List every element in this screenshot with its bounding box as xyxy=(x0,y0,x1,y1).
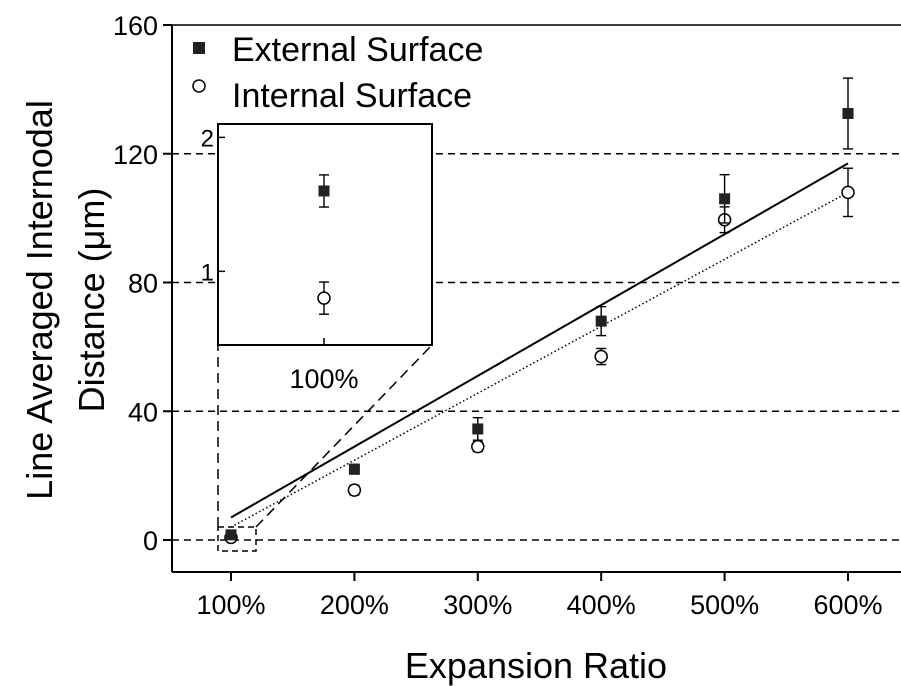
x-tick-label-100: 100% xyxy=(196,590,265,620)
y-axis-title-line1: Line Averaged Internodal xyxy=(19,100,60,500)
inset-frame xyxy=(217,123,433,346)
y-tick-label-40: 40 xyxy=(128,397,158,427)
legend-internal-label: Internal Surface xyxy=(232,77,472,115)
external-point-400 xyxy=(595,315,607,327)
inset-x-tick-label: 100% xyxy=(289,364,358,394)
fit-line-external xyxy=(230,162,849,519)
external-point-100 xyxy=(225,529,237,541)
external-point-300 xyxy=(472,423,484,435)
axes: 0 40 80 120 160 100% 200% 300% 400% 500% 600% xyxy=(113,11,901,620)
data-points xyxy=(224,77,855,545)
y-tick-label-120: 120 xyxy=(113,140,158,170)
x-tick-label-400: 400% xyxy=(567,590,636,620)
x-tick-label-600: 600% xyxy=(813,590,882,620)
fit-lines xyxy=(230,162,849,528)
internal-point-200 xyxy=(347,483,362,497)
x-tick-label-500: 500% xyxy=(690,590,759,620)
zoom-box xyxy=(217,526,257,552)
legend-external-marker xyxy=(193,42,205,54)
internal-point-300 xyxy=(471,439,485,454)
inset-connector-lines xyxy=(217,344,433,552)
internal-point-600 xyxy=(841,185,855,200)
internal-point-400 xyxy=(594,349,608,364)
legend-external-label: External Surface xyxy=(232,31,483,69)
inset-y-tick-label-1: 1 xyxy=(201,259,214,286)
y-tick-label-80: 80 xyxy=(128,269,158,299)
external-point-200 xyxy=(348,463,360,475)
y-tick-label-0: 0 xyxy=(143,526,158,556)
legend-internal-marker xyxy=(192,79,206,93)
x-tick-label-300: 300% xyxy=(443,590,512,620)
inset-point-internal xyxy=(317,291,331,305)
x-tick-label-200: 200% xyxy=(320,590,389,620)
fit-line-internal xyxy=(230,191,849,528)
y-tick-label-160: 160 xyxy=(113,11,158,41)
x-axis-title: Expansion Ratio xyxy=(405,645,667,686)
legend: External Surface Internal Surface xyxy=(192,31,483,115)
inset-plot: 2 1 100% xyxy=(201,123,433,394)
inset-connector-right xyxy=(255,344,433,528)
external-point-600 xyxy=(842,108,854,120)
inset-y-tick-label-2: 2 xyxy=(201,125,214,152)
inset-point-external xyxy=(318,185,330,197)
y-axis-title-line2: Distance (μm) xyxy=(71,188,112,413)
external-point-500 xyxy=(719,193,731,205)
